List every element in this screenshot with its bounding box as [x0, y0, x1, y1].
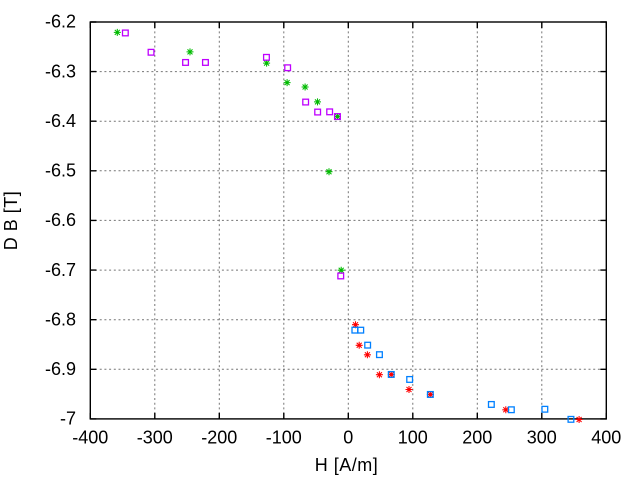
svg-text:0: 0	[343, 428, 353, 448]
svg-text:-6.2: -6.2	[45, 12, 76, 32]
svg-text:-300: -300	[137, 428, 173, 448]
svg-text:-6.3: -6.3	[45, 61, 76, 81]
svg-text:100: 100	[398, 428, 428, 448]
svg-text:-100: -100	[266, 428, 302, 448]
svg-text:H [A/m]: H [A/m]	[315, 455, 379, 475]
svg-text:-400: -400	[72, 428, 108, 448]
svg-text:200: 200	[462, 428, 492, 448]
svg-text:-6.9: -6.9	[45, 359, 76, 379]
svg-text:-6.5: -6.5	[45, 161, 76, 181]
svg-text:-200: -200	[201, 428, 237, 448]
svg-text:400: 400	[591, 428, 621, 448]
svg-text:D B [T]: D B [T]	[1, 191, 21, 251]
svg-text:-6.7: -6.7	[45, 260, 76, 280]
svg-text:300: 300	[527, 428, 557, 448]
svg-text:-6.6: -6.6	[45, 210, 76, 230]
svg-text:-6.4: -6.4	[45, 111, 76, 131]
svg-text:-6.8: -6.8	[45, 309, 76, 329]
svg-text:-7: -7	[60, 409, 76, 429]
